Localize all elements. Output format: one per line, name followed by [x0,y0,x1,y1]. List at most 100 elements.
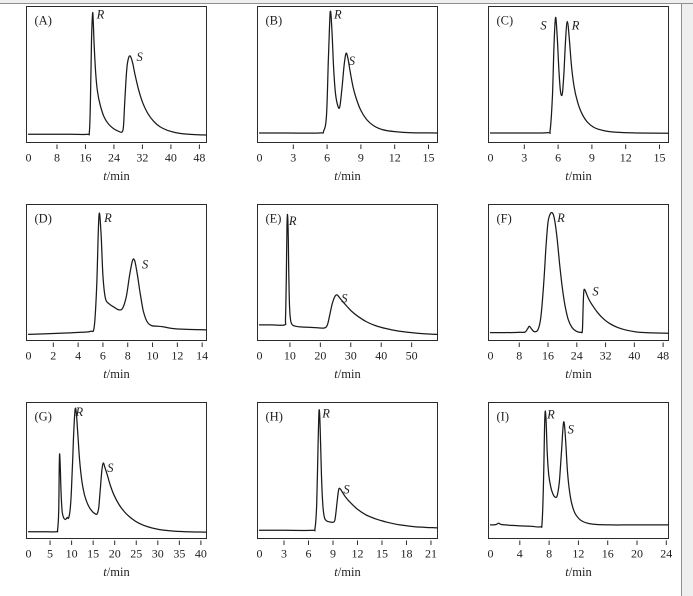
x-tick-label: 40 [375,349,387,363]
chromatogram-trace [489,16,670,134]
x-tick-label: 21 [425,547,437,561]
peak-label-R: R [321,406,330,420]
x-tick-label: 6 [324,151,330,165]
x-tick-label: 6 [555,151,561,165]
x-tick-label: 6 [100,349,106,363]
chromatogram-G: 0 5 10 15 20 25 30 35 40 t/min (G) R S [26,402,208,579]
panel-A: 0 8 16 24 32 40 48 t/min (A) R S [0,0,231,198]
panel-C: 0 3 6 9 12 15 t/min (C) S R [462,0,693,198]
plot-frame [488,402,669,539]
x-tick-label: 12 [572,547,584,561]
x-tick-label: 8 [516,349,522,363]
x-tick-label: 0 [488,547,494,561]
x-tick-label: 12 [620,151,632,165]
plot-frame [26,204,207,341]
panel-D: 0 2 4 6 8 10 12 14 t/min (D) R S [0,198,231,396]
x-tick-label: 12 [171,349,183,363]
x-tick-label: 3 [290,151,296,165]
chromatogram-F: 0 8 16 24 32 40 48 t/min (F) R S [488,204,670,381]
x-tick-label: 15 [653,151,665,165]
x-tick-label: 30 [345,349,357,363]
page-right-strip [682,4,693,596]
x-axis-title: t/min [103,367,130,381]
x-tick-label: 15 [422,151,434,165]
panel-label: (C) [497,14,514,28]
panel-label: (I) [497,410,510,424]
peak-label-S: S [343,483,350,497]
panel-label: (B) [266,14,283,28]
peak-label-S: S [142,257,149,271]
panel-I: 0 4 8 12 16 20 24 t/min (I) R S [462,396,693,594]
x-axis-title: t/min [334,169,361,183]
x-axis-title: t/min [565,367,592,381]
x-tick-label: 50 [406,349,418,363]
x-tick-label: 0 [488,151,494,165]
peak-label-R: R [75,405,84,419]
x-tick-label: 16 [79,151,91,165]
x-axis-title: t/min [334,367,361,381]
panel-F: 0 8 16 24 32 40 48 t/min (F) R S [462,198,693,396]
panel-E: 0 10 20 30 40 50 t/min (E) R S [231,198,462,396]
chromatogram-trace [489,410,670,528]
x-tick-label: 40 [195,547,207,561]
x-tick-label: 0 [26,151,32,165]
x-tick-label: 3 [521,151,527,165]
panel-H: 0 3 6 9 12 15 18 21 t/min (H) R S [231,396,462,594]
panel-label: (F) [497,212,512,226]
chromatogram-H: 0 3 6 9 12 15 18 21 t/min (H) R S [257,402,439,579]
chromatogram-trace [258,409,439,532]
peak-label-R: R [103,211,112,225]
peak-label-S: S [136,50,143,64]
chromatogram-trace [489,211,670,334]
x-tick-label: 15 [376,547,388,561]
x-tick-label: 48 [657,349,669,363]
x-tick-label: 16 [542,349,554,363]
x-tick-label: 2 [50,349,56,363]
x-tick-label: 32 [600,349,612,363]
x-tick-label: 0 [26,547,32,561]
x-tick-label: 14 [196,349,208,363]
peak-label-R: R [546,408,555,422]
x-tick-label: 10 [66,547,78,561]
x-tick-label: 12 [389,151,401,165]
chromatogram-trace [27,407,208,533]
panel-label: (E) [266,212,282,226]
x-tick-label: 8 [54,151,60,165]
x-tick-label: 16 [602,547,614,561]
x-tick-label: 25 [130,547,142,561]
x-tick-label: 40 [628,349,640,363]
panel-label: (H) [266,410,283,424]
x-tick-label: 9 [589,151,595,165]
panel-label: (D) [35,212,52,226]
x-tick-label: 8 [125,349,131,363]
panel-B: 0 3 6 9 12 15 t/min (B) R S [231,0,462,198]
plot-frame [257,6,438,143]
chromatogram-trace [27,212,208,336]
plot-frame [257,402,438,539]
x-tick-label: 0 [257,349,263,363]
panel-label: (G) [35,410,52,424]
x-tick-label: 10 [284,349,296,363]
x-tick-label: 30 [152,547,164,561]
page-right-rule [681,4,682,596]
x-tick-label: 15 [87,547,99,561]
peak-label-R: R [96,8,105,22]
chromatogram-E: 0 10 20 30 40 50 t/min (E) R S [257,204,439,381]
x-tick-label: 40 [165,151,177,165]
peak-label-R: R [556,211,565,225]
x-tick-label: 20 [109,547,121,561]
x-tick-label: 24 [660,547,672,561]
peak-label-S: S [592,285,599,299]
x-tick-label: 48 [193,151,205,165]
plot-frame [257,204,438,341]
panel-label: (A) [35,14,52,28]
chromatogram-I: 0 4 8 12 16 20 24 t/min (I) RS [488,402,672,579]
peak-label-R: R [571,19,580,33]
x-tick-label: 24 [108,151,120,165]
panel-G: 0 5 10 15 20 25 30 35 40 t/min (G) R S [0,396,231,594]
x-tick-label: 8 [546,547,552,561]
peak-label-R: R [333,8,342,22]
x-tick-label: 6 [305,547,311,561]
